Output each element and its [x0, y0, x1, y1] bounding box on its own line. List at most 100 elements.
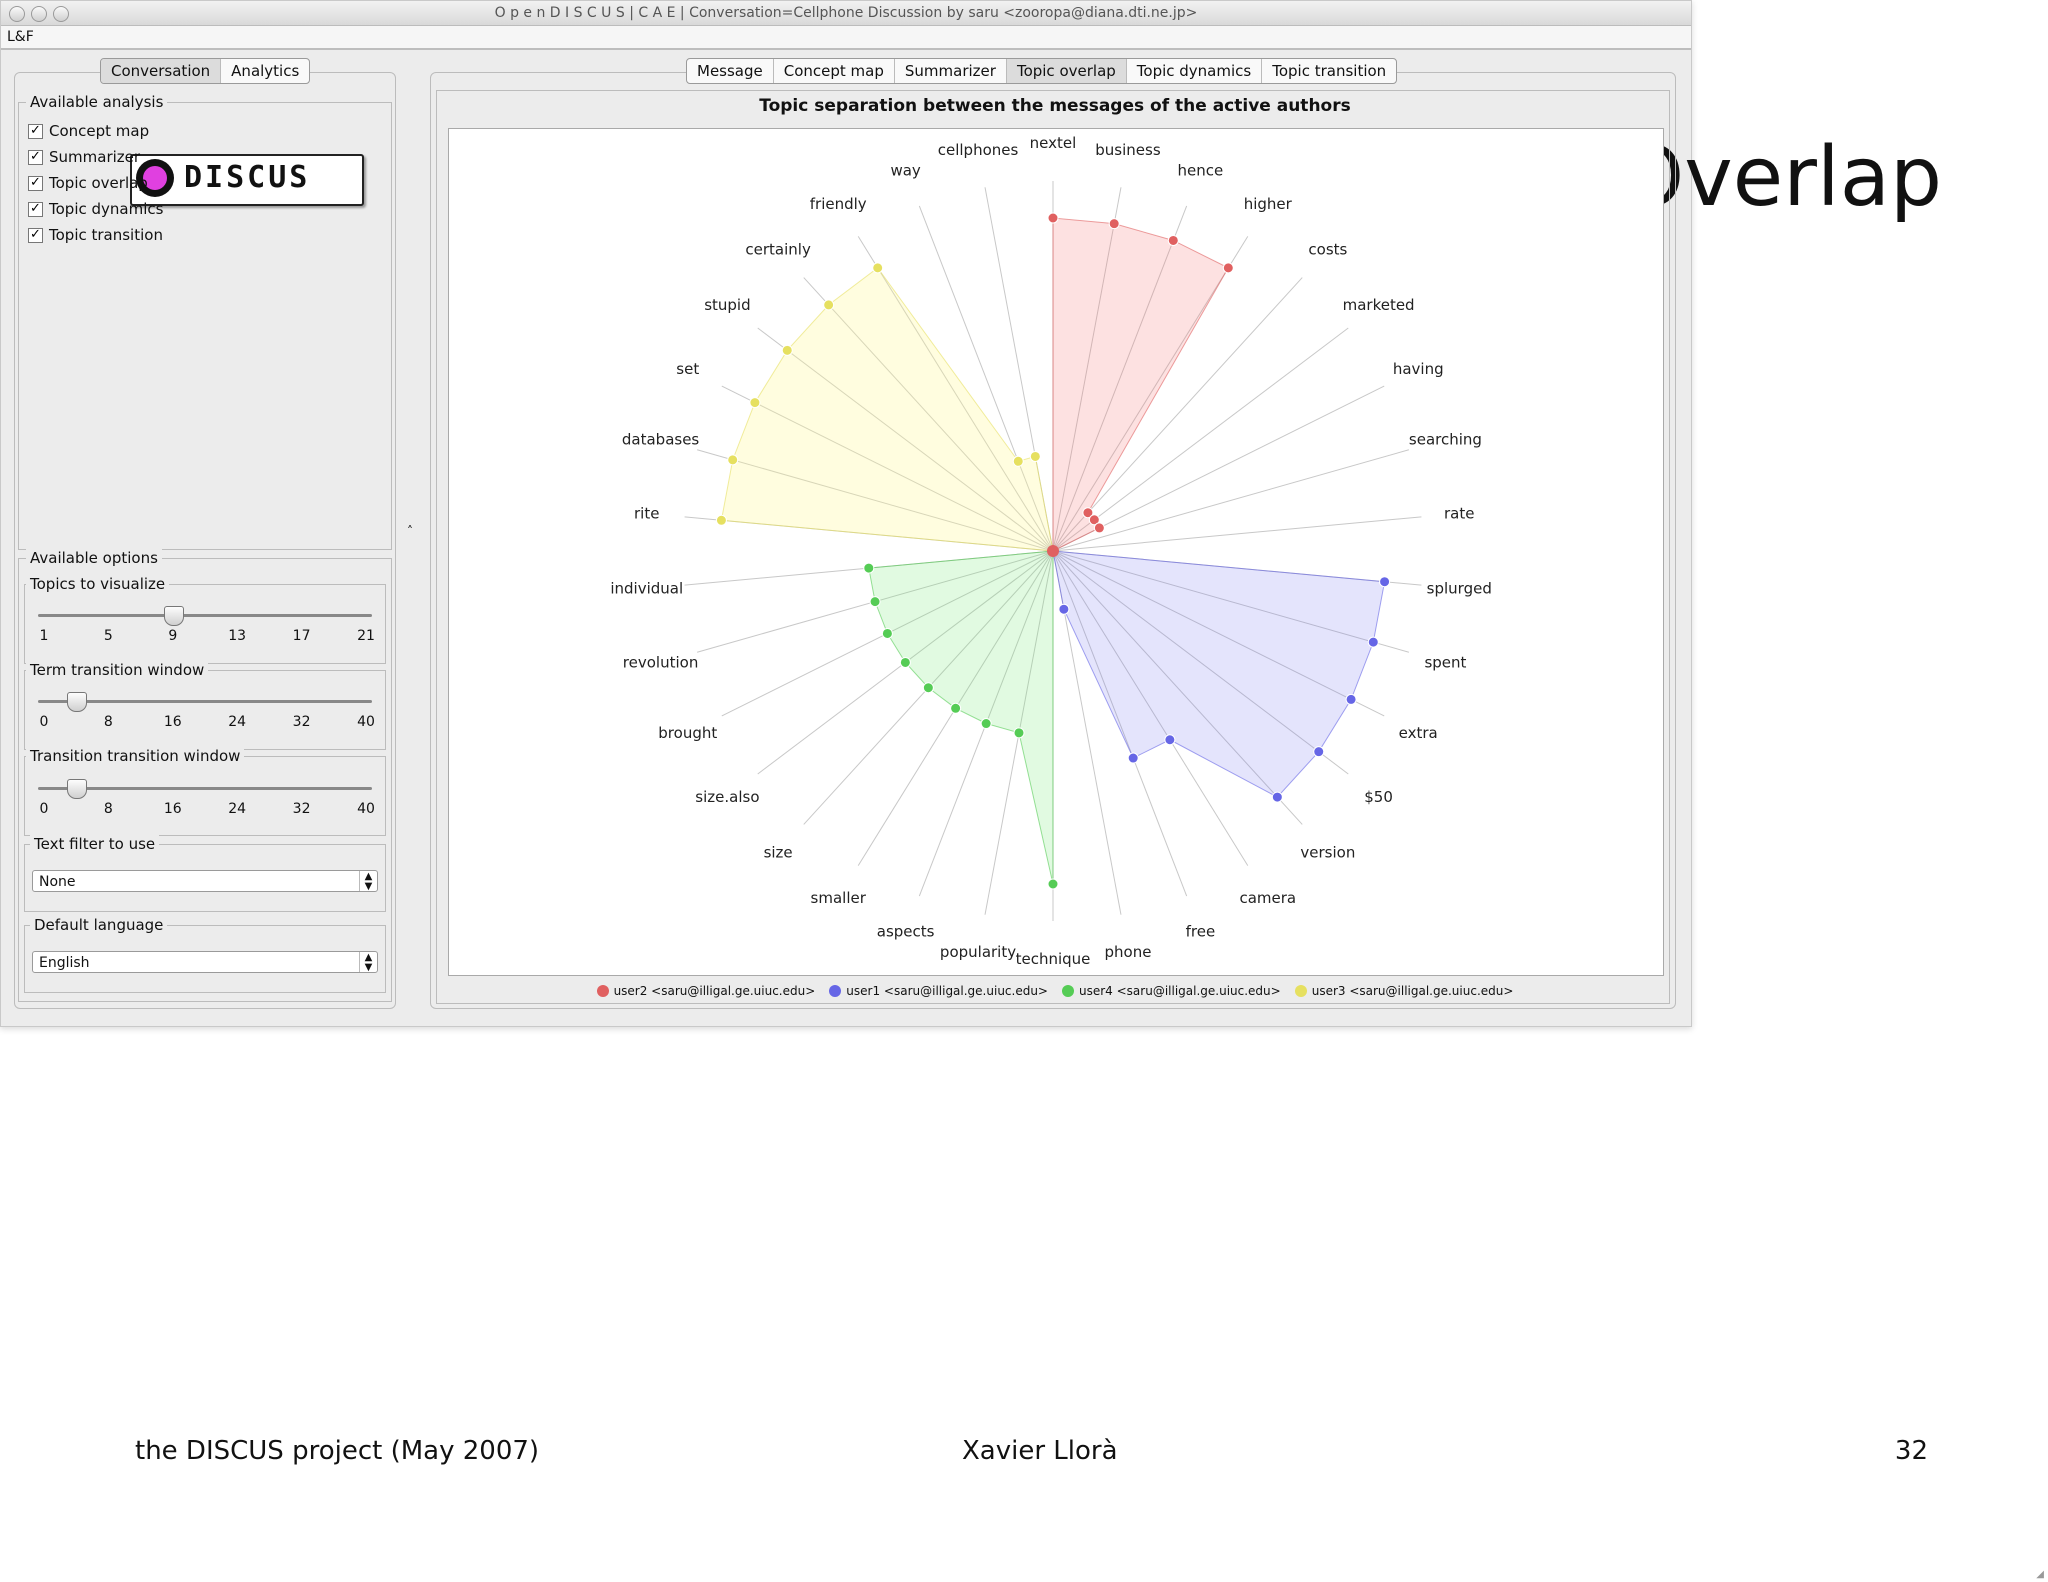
footer-project: the DISCUS project (May 2007) — [135, 1436, 540, 1466]
transition-window-thumb[interactable] — [67, 779, 88, 799]
slider-tick-label: 24 — [228, 801, 247, 817]
data-point — [715, 514, 727, 526]
topics-slider-track[interactable] — [38, 614, 372, 617]
axis-label: brought — [658, 724, 717, 742]
tab-concept-map[interactable]: Concept map — [774, 59, 895, 83]
axis-label: costs — [1308, 240, 1347, 258]
axis-label: popularity — [940, 943, 1016, 961]
axis-line — [1052, 550, 1349, 775]
axis-line — [857, 236, 1054, 552]
transition-window-track[interactable] — [38, 787, 372, 790]
language-select[interactable]: English ▲ ▼ — [32, 951, 378, 973]
slider-tick-label: 24 — [228, 714, 247, 730]
data-point — [922, 682, 934, 694]
slider-tick-label: 8 — [103, 714, 113, 730]
check-icon: ✓ — [28, 201, 43, 217]
axis-label: stupid — [704, 296, 750, 314]
menu-laf[interactable]: L&F — [7, 29, 34, 45]
zoom-window-button[interactable] — [53, 6, 69, 22]
data-point — [869, 596, 881, 608]
axis-label: individual — [610, 580, 683, 598]
axis-line — [1052, 327, 1349, 552]
data-point — [1222, 262, 1234, 274]
legend-item: user1 <saru@illigal.ge.uiuc.edu> — [829, 984, 1048, 998]
axis-label: revolution — [623, 654, 699, 672]
axis-label: having — [1393, 360, 1444, 378]
checkbox-topic-overlap[interactable]: ✓ Topic overlap — [28, 174, 148, 192]
data-point — [1013, 727, 1025, 739]
legend-swatch — [1062, 985, 1074, 997]
tab-summarizer[interactable]: Summarizer — [895, 59, 1007, 83]
checkbox-concept-map[interactable]: ✓ Concept map — [28, 122, 149, 140]
data-point — [1047, 878, 1059, 890]
axis-label: phone — [1104, 943, 1151, 961]
chart-frame: nextel business hence higher costs marketed ha… — [448, 128, 1664, 976]
axis-line — [721, 385, 1054, 552]
axis-line — [1052, 449, 1410, 552]
check-icon: ✓ — [28, 175, 43, 191]
data-point — [1313, 746, 1325, 758]
slider-tick-label: 16 — [163, 801, 182, 817]
series-area — [1052, 550, 1386, 798]
legend-swatch — [1294, 985, 1307, 997]
axis-label: nextel — [1030, 134, 1077, 152]
axis-label: rate — [1444, 504, 1474, 522]
axis-label: free — [1186, 922, 1216, 940]
resize-grip-icon[interactable]: ◢ — [2036, 1569, 2044, 1580]
chart-legend: user2 <saru@illigal.ge.uiuc.edu> user1 <… — [440, 984, 1670, 998]
term-window-thumb[interactable] — [67, 692, 88, 712]
axis-label: cellphones — [938, 141, 1019, 159]
data-point — [950, 702, 962, 714]
close-window-button[interactable] — [9, 6, 25, 22]
term-window-track[interactable] — [38, 700, 372, 703]
data-point — [749, 397, 761, 409]
logo-circle-icon — [136, 159, 174, 197]
slider-tick-label: 32 — [292, 714, 311, 730]
checkbox-summarizer[interactable]: ✓ Summarizer — [28, 148, 140, 166]
slider-tick-label: 1 — [39, 628, 49, 644]
data-point — [1093, 522, 1105, 534]
series-area — [720, 267, 1054, 552]
slider-tick-label: 0 — [39, 714, 49, 730]
tab-analytics[interactable]: Analytics — [231, 62, 300, 80]
available-analysis-group — [18, 102, 392, 550]
language-group — [24, 925, 386, 993]
axis-line — [1052, 236, 1249, 552]
data-point — [1345, 693, 1357, 705]
tab-topic-dynamics[interactable]: Topic dynamics — [1127, 59, 1263, 83]
axis-label: hence — [1178, 162, 1224, 180]
legend-item: user4 <saru@illigal.ge.uiuc.edu> — [1062, 984, 1281, 998]
data-point — [1012, 455, 1024, 467]
axis-line — [1052, 385, 1385, 552]
slider-tick-label: 8 — [103, 801, 113, 817]
tab-conversation[interactable]: Conversation — [101, 59, 222, 83]
axis-label: certainly — [745, 240, 811, 258]
chart-center-point — [1047, 545, 1059, 557]
axis-line — [1052, 277, 1303, 552]
data-point — [823, 299, 835, 311]
footer-page-number: 32 — [1894, 1436, 1928, 1466]
topics-slider-thumb[interactable] — [163, 606, 184, 626]
data-point — [1082, 507, 1094, 519]
chart-title: Topic separation between the messages of… — [759, 96, 1351, 116]
tab-topic-overlap[interactable]: Topic overlap — [1006, 59, 1127, 83]
axis-line — [1052, 550, 1188, 897]
axis-label: technique — [1016, 950, 1091, 968]
splitter-arrow-icon[interactable]: ˄ — [407, 524, 413, 538]
checkbox-topic-transition[interactable]: ✓ Topic transition — [28, 226, 163, 244]
minimize-window-button[interactable] — [31, 6, 47, 22]
axis-label: set — [676, 360, 699, 378]
axis-label: size.also — [695, 788, 759, 806]
tab-message[interactable]: Message — [687, 59, 774, 83]
checkbox-label: Concept map — [49, 122, 150, 140]
checkbox-topic-dynamics[interactable]: ✓ Topic dynamics — [28, 200, 163, 218]
tab-topic-transition[interactable]: Topic transition — [1272, 62, 1387, 80]
axis-line — [803, 277, 1054, 552]
data-point — [872, 262, 884, 274]
check-icon: ✓ — [28, 227, 43, 243]
data-point — [781, 344, 793, 356]
slider-tick-label: 40 — [357, 714, 375, 730]
series-area — [1052, 217, 1229, 552]
text-filter-select[interactable]: None ▲ ▼ — [32, 870, 378, 892]
